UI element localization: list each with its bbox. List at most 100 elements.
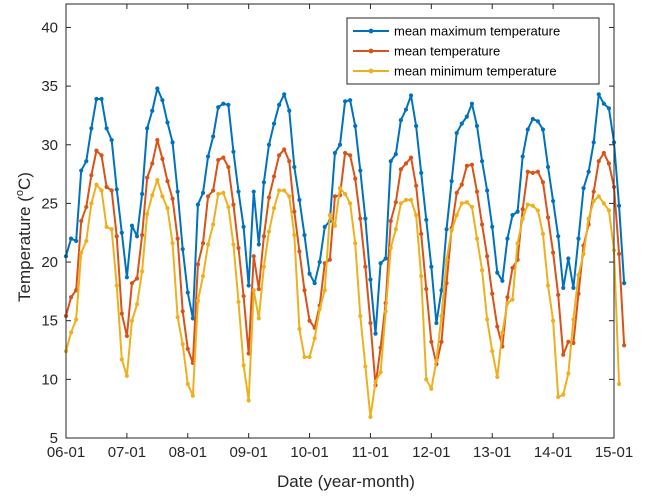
series-1-point: [535, 169, 540, 174]
series-0-point: [170, 140, 175, 145]
series-0-point: [292, 164, 297, 170]
series-1-point: [525, 169, 530, 174]
series-2-point: [408, 197, 414, 202]
series-0-point: [464, 114, 469, 119]
series-2-point: [378, 370, 383, 375]
series-1-point: [342, 150, 348, 156]
series-2-point: [236, 299, 241, 305]
series-0-point: [180, 247, 185, 252]
series-0-point: [545, 164, 551, 170]
series-2-point: [464, 200, 469, 205]
series-1-point: [566, 339, 571, 344]
series-0-point: [68, 236, 74, 241]
series-1-point: [150, 161, 155, 166]
series-1-point: [241, 293, 246, 299]
series-2-point: [510, 297, 515, 302]
series-0-point: [358, 168, 363, 173]
series-0-point: [94, 96, 99, 102]
x-tick-label: 11-01: [352, 444, 389, 461]
series-2-point: [216, 191, 221, 197]
series-0-point: [535, 119, 540, 124]
series-2-point: [140, 269, 145, 274]
series-2-point: [545, 283, 551, 288]
series-2-point: [434, 358, 439, 363]
series-2-point: [160, 194, 165, 199]
series-1-point: [561, 352, 566, 357]
series-2-point: [540, 231, 546, 237]
series-1-point: [195, 262, 201, 267]
series-0-point: [459, 121, 464, 126]
series-2-point: [205, 242, 211, 247]
series-1-point: [216, 157, 221, 163]
series-2-point: [327, 213, 332, 218]
series-0-point: [287, 108, 292, 113]
series-0-point: [530, 116, 535, 122]
series-0-point: [231, 149, 236, 154]
series-0-point: [104, 126, 109, 131]
series-1-point: [211, 188, 216, 193]
series-1-point: [165, 179, 170, 184]
series-1-point: [591, 189, 596, 194]
series-1-point: [231, 202, 236, 207]
series-0-point: [165, 120, 170, 125]
series-1-point: [464, 163, 469, 168]
series-1-point: [419, 231, 424, 237]
series-0-point: [596, 92, 601, 97]
series-0-point: [495, 270, 500, 275]
series-0-point: [520, 154, 525, 159]
series-0-point: [282, 92, 287, 97]
series-2-point: [271, 205, 277, 211]
series-2-point: [368, 414, 373, 419]
series-0-point: [474, 123, 480, 129]
series-2-point: [150, 193, 155, 198]
series-0-point: [434, 320, 439, 326]
x-tick-label: 13-01: [473, 444, 511, 461]
axes-box: [65, 3, 615, 439]
series-1-point: [622, 343, 627, 348]
series-0-point: [576, 236, 581, 241]
legend: mean maximum temperature mean temperature…: [346, 17, 600, 85]
series-1-point: [348, 153, 353, 158]
series-2-point: [190, 393, 195, 398]
series-2-point: [551, 318, 556, 323]
series-2-point: [342, 191, 348, 197]
legend-swatch-marker: [368, 28, 374, 34]
series-0-point: [216, 105, 221, 110]
series-1-point: [261, 234, 266, 239]
series-0-point: [368, 277, 373, 282]
series-0-point: [591, 140, 596, 145]
series-2-point: [348, 201, 353, 206]
series-1-point: [84, 204, 89, 210]
series-2-point: [134, 302, 140, 307]
series-1-point: [485, 254, 490, 259]
series-1-point: [327, 257, 332, 262]
series-1-point: [282, 147, 287, 152]
series-0-point: [606, 106, 612, 111]
series-2-point: [591, 198, 596, 204]
y-axis-title-prefix: Temperature (: [15, 196, 34, 302]
series-1-point: [94, 148, 99, 153]
series-0-point: [307, 271, 312, 276]
series-2-point: [180, 342, 185, 347]
series-2-point: [459, 201, 464, 206]
series-1-point: [332, 194, 338, 199]
series-1-point: [510, 265, 515, 271]
series-1-point: [571, 340, 576, 346]
series-0-point: [84, 159, 89, 164]
series-1-point: [388, 218, 393, 224]
series-1-point: [495, 324, 500, 329]
series-1-point: [479, 222, 485, 227]
series-2-point: [89, 201, 94, 206]
series-2-point: [561, 392, 566, 397]
series-2-point: [388, 245, 393, 251]
series-0-point: [277, 102, 282, 107]
series-2-point: [109, 227, 114, 232]
x-tick-label: 07-01: [108, 444, 146, 461]
series-0-point: [190, 316, 195, 321]
legend-swatch-marker: [368, 48, 374, 54]
series-1-point: [540, 180, 546, 185]
series-2-point: [505, 301, 510, 306]
x-tick-label: 10-01: [290, 444, 328, 461]
x-tick-label: 15-01: [595, 444, 633, 461]
series-0-point: [561, 285, 566, 290]
